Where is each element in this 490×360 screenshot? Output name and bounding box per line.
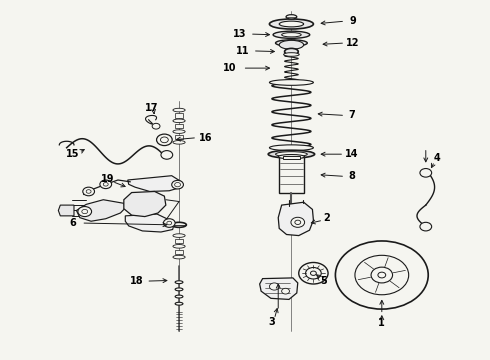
Ellipse shape [275,152,307,157]
Circle shape [145,202,150,207]
Circle shape [311,271,317,275]
Ellipse shape [270,19,314,29]
Ellipse shape [173,108,185,112]
Circle shape [163,219,175,227]
Circle shape [420,222,432,231]
Circle shape [141,199,154,210]
Circle shape [378,272,386,278]
Text: 10: 10 [222,63,236,73]
Circle shape [161,150,172,159]
Ellipse shape [284,53,299,56]
Ellipse shape [175,295,183,298]
Bar [175,113,183,118]
Ellipse shape [279,40,304,49]
Ellipse shape [173,234,185,237]
Ellipse shape [273,31,310,39]
Ellipse shape [278,154,305,159]
Circle shape [157,134,172,145]
Text: 16: 16 [199,133,213,143]
Ellipse shape [275,40,307,46]
Text: 15: 15 [66,149,80,159]
Ellipse shape [173,140,185,144]
Polygon shape [260,278,298,300]
Text: 5: 5 [320,276,326,286]
Bar [175,249,183,254]
Text: 3: 3 [269,317,275,327]
Circle shape [420,168,432,177]
Circle shape [306,267,321,279]
Bar [279,157,304,193]
Circle shape [86,190,91,193]
Ellipse shape [286,15,297,19]
Ellipse shape [270,80,314,85]
Circle shape [335,241,428,309]
Text: 6: 6 [70,218,76,228]
Ellipse shape [173,119,185,123]
Circle shape [270,283,279,290]
Polygon shape [125,214,174,232]
Circle shape [295,220,301,225]
Ellipse shape [173,255,185,259]
Bar [175,239,183,243]
Circle shape [83,187,95,196]
Circle shape [299,262,328,284]
Polygon shape [58,205,74,216]
Circle shape [100,180,112,189]
Circle shape [78,207,92,217]
Ellipse shape [270,145,314,150]
Text: 13: 13 [233,29,247,39]
Circle shape [82,210,88,214]
Circle shape [167,221,172,225]
Text: 17: 17 [146,103,159,113]
Circle shape [160,137,168,143]
Text: 14: 14 [345,149,358,159]
Polygon shape [124,192,166,217]
Circle shape [371,267,392,283]
Text: 9: 9 [349,16,356,26]
Ellipse shape [284,80,299,83]
Circle shape [174,183,180,187]
Ellipse shape [268,150,315,158]
Ellipse shape [285,48,298,55]
Circle shape [103,183,108,186]
Ellipse shape [282,33,301,37]
Text: 7: 7 [348,111,355,121]
Text: 11: 11 [236,46,249,56]
Ellipse shape [175,281,183,284]
Polygon shape [278,202,314,235]
Polygon shape [128,176,181,192]
Polygon shape [76,200,125,221]
Bar [175,124,183,129]
Text: 2: 2 [324,213,330,222]
Ellipse shape [279,21,304,27]
Bar [283,156,300,159]
Ellipse shape [175,302,183,305]
Circle shape [172,180,183,189]
Ellipse shape [175,288,183,291]
Bar [175,135,183,139]
Text: 8: 8 [348,171,355,181]
Text: 1: 1 [378,319,385,328]
Ellipse shape [173,244,185,248]
Text: 12: 12 [346,38,359,48]
Text: 19: 19 [100,174,114,184]
Text: 4: 4 [434,153,441,163]
Circle shape [282,288,290,294]
Circle shape [152,123,160,129]
Text: 18: 18 [130,276,144,286]
Circle shape [355,255,409,295]
Circle shape [291,217,305,227]
Ellipse shape [173,130,185,134]
Ellipse shape [172,222,186,227]
